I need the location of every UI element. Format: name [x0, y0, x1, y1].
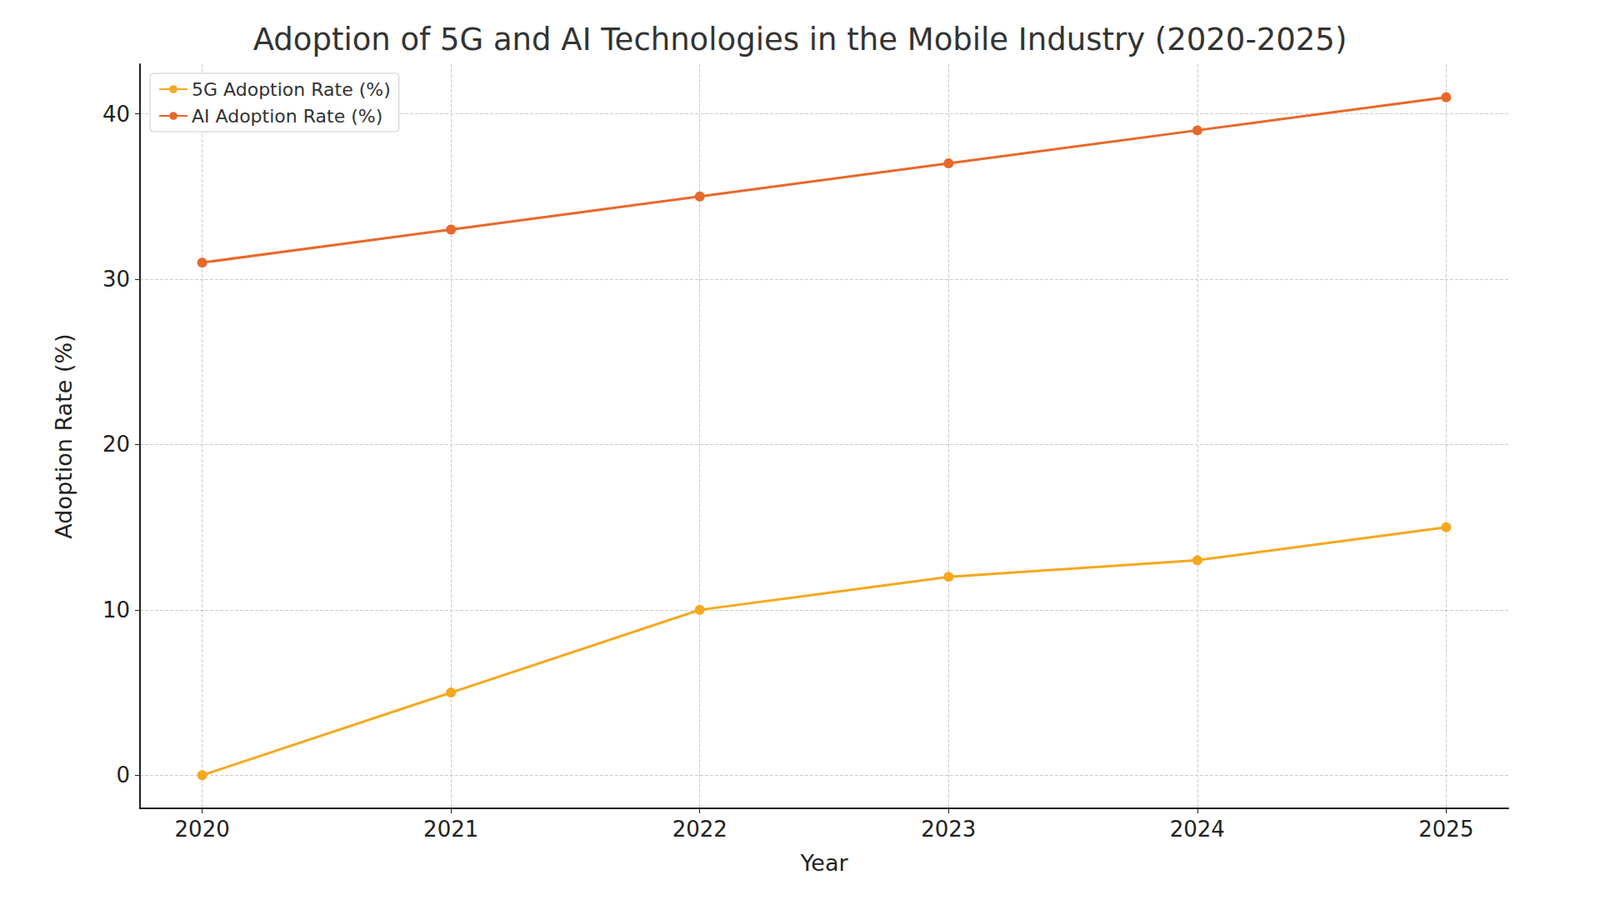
svg-text:40: 40	[102, 101, 130, 127]
svg-text:Adoption of 5G and AI Technolo: Adoption of 5G and AI Technologies in th…	[253, 21, 1348, 58]
svg-text:10: 10	[102, 597, 130, 623]
svg-text:2024: 2024	[1170, 816, 1225, 842]
svg-text:0: 0	[115, 762, 130, 788]
svg-text:5G Adoption Rate (%): 5G Adoption Rate (%)	[191, 79, 391, 100]
svg-text:20: 20	[102, 431, 130, 457]
svg-text:2023: 2023	[920, 816, 976, 842]
svg-text:30: 30	[102, 266, 130, 292]
svg-text:Adoption Rate (%): Adoption Rate (%)	[50, 333, 77, 539]
svg-text:AI Adoption Rate (%): AI Adoption Rate (%)	[191, 105, 383, 127]
svg-text:Year: Year	[799, 850, 849, 876]
svg-text:2020: 2020	[175, 816, 230, 842]
svg-text:2022: 2022	[672, 816, 728, 842]
svg-text:2025: 2025	[1418, 816, 1474, 842]
svg-text:2021: 2021	[423, 816, 479, 842]
